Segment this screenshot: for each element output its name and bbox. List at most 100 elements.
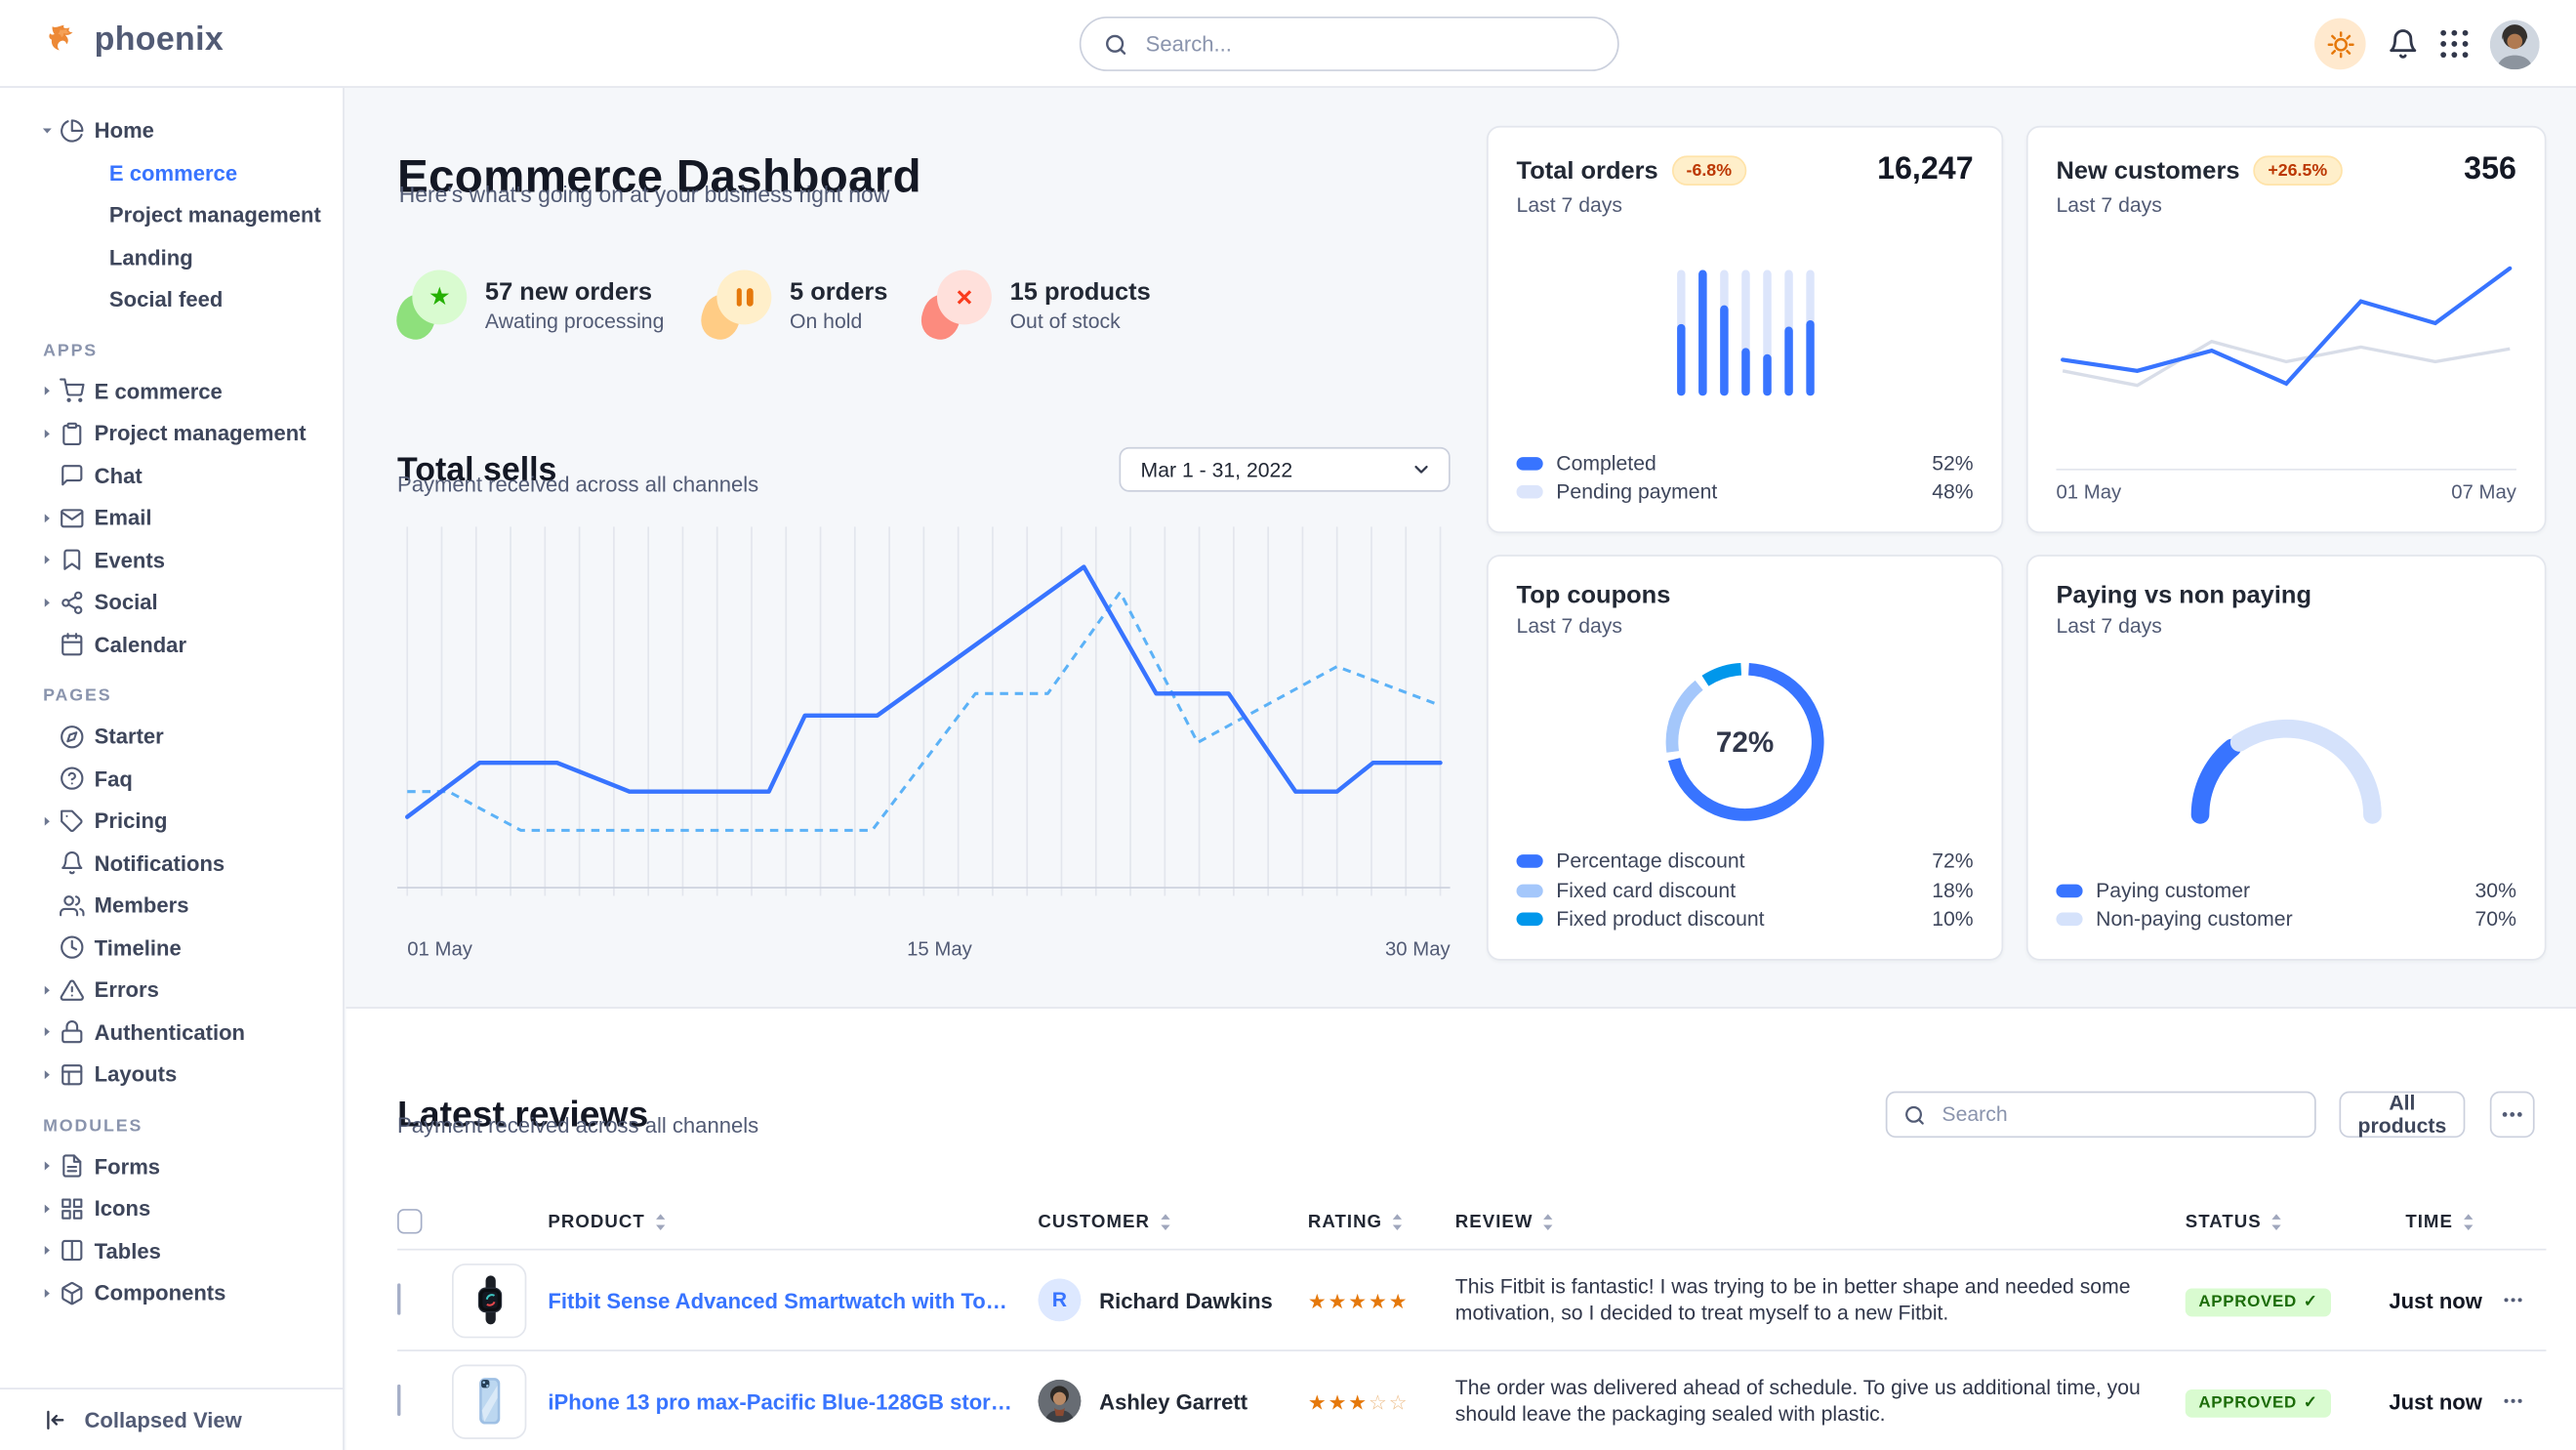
legend-swatch (1516, 854, 1543, 869)
sidebar-item-errors[interactable]: Errors (0, 969, 343, 1011)
sidebar-item-calendar[interactable]: Calendar (0, 624, 343, 666)
pause-icon (735, 288, 753, 307)
column-header-rating[interactable]: RATING (1308, 1212, 1455, 1231)
sun-icon (2326, 30, 2353, 58)
product-image (452, 1363, 527, 1438)
theme-toggle-button[interactable] (2314, 18, 2366, 70)
sidebar-item-landing[interactable]: Landing (0, 236, 343, 278)
legend-label: Completed (1556, 451, 1656, 476)
rating-stars: ★★★☆☆ (1307, 1389, 1410, 1414)
total-orders-legend: Completed 52% Pending payment 48% (1516, 449, 1974, 507)
card-title: Paying vs non paying (2056, 581, 2311, 610)
sidebar-item-events[interactable]: Events (0, 539, 343, 581)
brand-logo[interactable]: phoenix (45, 21, 224, 60)
collapse-sidebar-button[interactable]: Collapsed View (0, 1388, 344, 1450)
sidebar-item-components[interactable]: Components (0, 1272, 343, 1314)
row-checkbox[interactable] (397, 1384, 401, 1417)
star-icon: ★ (428, 283, 451, 311)
column-header-review[interactable]: REVIEW (1455, 1212, 2186, 1231)
sidebar-item-authentication[interactable]: Authentication (0, 1011, 343, 1053)
global-search[interactable] (1079, 16, 1619, 71)
trend-badge: -6.8% (1671, 155, 1747, 186)
top-coupons-card: Top coupons Last 7 days 72% Percentage d… (1487, 555, 2004, 961)
select-all-checkbox[interactable] (397, 1209, 423, 1234)
new-customers-card: New customers +26.5% 356 Last 7 days 01 … (2025, 125, 2547, 534)
caret-right-icon (40, 1243, 55, 1258)
legend-label: Percentage discount (1556, 849, 1745, 874)
notifications-button[interactable] (2388, 28, 2419, 60)
sidebar-item-email[interactable]: Email (0, 497, 343, 539)
sidebar-item-forms[interactable]: Forms (0, 1145, 343, 1187)
sidebar-item-label: Chat (94, 463, 143, 488)
sidebar-item-notifications[interactable]: Notifications (0, 842, 343, 884)
sidebar-item-layouts[interactable]: Layouts (0, 1054, 343, 1096)
stat-blob-icon: ★ (390, 269, 468, 345)
reviews-search[interactable] (1885, 1091, 2316, 1139)
search-icon (1903, 1103, 1925, 1125)
product-link[interactable]: Fitbit Sense Advanced Smartwatch with To… (548, 1287, 1020, 1313)
global-search-input[interactable] (1142, 29, 1595, 59)
reviews-more-button[interactable] (2489, 1091, 2535, 1139)
product-cell: iPhone 13 pro max-Pacific Blue-128GB sto… (452, 1363, 1038, 1438)
reviews-title: Latest reviews (397, 1093, 649, 1136)
ellipsis-icon (2502, 1111, 2523, 1118)
sidebar-item-starter[interactable]: Starter (0, 716, 343, 758)
row-more-button[interactable] (2503, 1397, 2546, 1404)
sidebar-item-icons[interactable]: Icons (0, 1187, 343, 1229)
reviews-search-input[interactable] (1939, 1100, 2299, 1128)
sidebar-item-pricing[interactable]: Pricing (0, 800, 343, 842)
user-avatar[interactable] (2489, 19, 2540, 69)
all-products-button[interactable]: All products (2339, 1091, 2466, 1139)
stat-on-hold: 5 orders On hold (695, 269, 887, 345)
paying-card: Paying vs non paying Last 7 days Paying … (2025, 555, 2547, 961)
top-coupons-legend: Percentage discount 72% Fixed card discoun… (1516, 848, 1974, 934)
x-axis-label: 01 May (2056, 479, 2122, 504)
product-link[interactable]: iPhone 13 pro max-Pacific Blue-128GB sto… (548, 1388, 1020, 1414)
stat-out-of-stock: × 15 products Out of stock (916, 269, 1151, 345)
sidebar-section-label: MODULES (43, 1115, 143, 1136)
column-header-product[interactable]: PRODUCT (452, 1212, 1038, 1231)
legend-label: Fixed card discount (1556, 879, 1737, 902)
date-range-select[interactable]: Mar 1 - 31, 2022 (1119, 446, 1451, 492)
row-more-button[interactable] (2503, 1297, 2546, 1304)
sidebar-item-social-feed[interactable]: Social feed (0, 278, 343, 320)
legend-swatch (1516, 912, 1543, 927)
legend-value: 30% (2474, 879, 2516, 902)
status-cell: APPROVED ✓ (2185, 1284, 2390, 1316)
x-axis-label: 15 May (907, 936, 972, 961)
select-all-checkbox-cell (397, 1209, 452, 1234)
total-sells-title: Total sells (397, 451, 557, 488)
sidebar-item-label: Project management (108, 202, 321, 228)
sidebar-item-e-commerce[interactable]: E commerce (0, 151, 343, 193)
new-customers-axis-labels: 01 May 07 May (2056, 480, 2515, 507)
sidebar-item-project-management[interactable]: Project management (0, 412, 343, 454)
latest-reviews-panel: Latest reviews Payment received across a… (346, 1007, 2576, 1450)
sidebar-item-timeline[interactable]: Timeline (0, 927, 343, 969)
caret-right-icon (40, 511, 55, 525)
clock-icon (60, 935, 84, 960)
column-header-time[interactable]: TIME (2389, 1212, 2503, 1231)
column-header-status[interactable]: STATUS (2186, 1212, 2390, 1231)
collapse-label: Collapsed View (84, 1407, 242, 1433)
sidebar-item-social[interactable]: Social (0, 581, 343, 623)
legend-label: Non-paying customer (2096, 907, 2293, 932)
sidebar-item-project-management[interactable]: Project management (0, 193, 343, 235)
sidebar-item-members[interactable]: Members (0, 885, 343, 927)
sidebar-item-home[interactable]: Home (0, 109, 343, 151)
new-customers-line-chart (2056, 217, 2515, 465)
card-period: Last 7 days (1516, 193, 1622, 218)
sidebar-item-label: Icons (94, 1195, 151, 1222)
sidebar-item-e-commerce[interactable]: E commerce (0, 370, 343, 412)
sidebar-item-tables[interactable]: Tables (0, 1229, 343, 1271)
sidebar-item-faq[interactable]: Faq (0, 758, 343, 800)
row-checkbox[interactable] (397, 1283, 401, 1315)
sidebar: Home E commerce Project management Landing S… (0, 87, 345, 1450)
sidebar-item-chat[interactable]: Chat (0, 455, 343, 497)
legend-item: Non-paying customer 70% (2056, 905, 2516, 934)
card-period: Last 7 days (2056, 193, 2162, 218)
apps-menu-button[interactable] (2440, 29, 2469, 59)
reviews-subtitle: Payment received across all channels (397, 1112, 759, 1139)
column-header-customer[interactable]: CUSTOMER (1038, 1212, 1307, 1231)
paying-legend: Paying customer 30% Non-paying customer 70% (2056, 876, 2516, 934)
share-icon (60, 590, 84, 614)
